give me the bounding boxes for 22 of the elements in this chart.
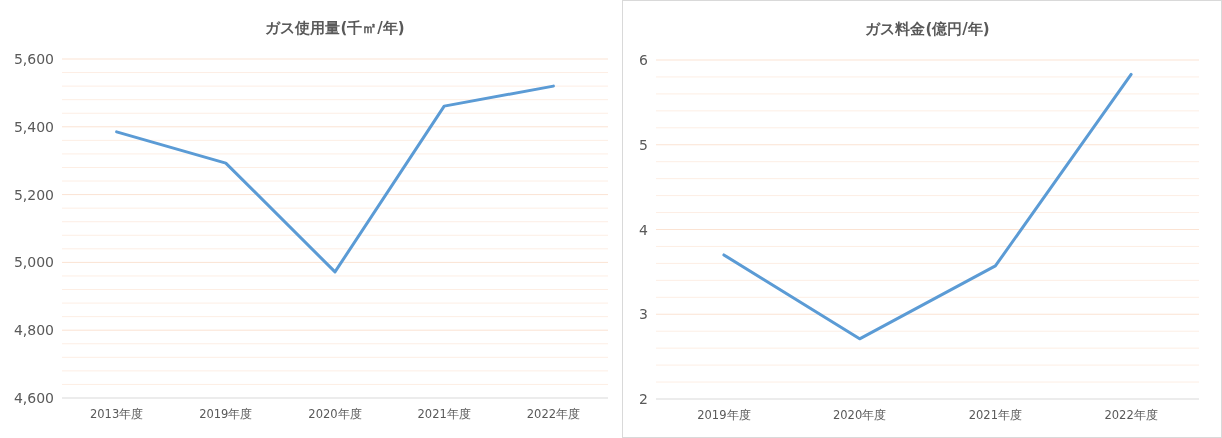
x-tick-label: 2013年度 (89, 407, 144, 421)
x-tick-label: 2019年度 (199, 407, 253, 421)
x-tick-label: 2020年度 (832, 408, 887, 422)
y-tick-label: 5,600 (13, 51, 54, 67)
y-tick-label: 5 (639, 136, 648, 153)
x-tick-label: 2022年度 (526, 407, 581, 421)
chart-title: ガス使用量(千㎡/年) (265, 19, 405, 37)
y-tick-label: 5,000 (13, 254, 54, 271)
y-tick-label: 4,800 (13, 322, 54, 339)
y-tick-label: 2 (639, 391, 648, 407)
x-tick-label: 2021年度 (417, 407, 471, 421)
x-tick-label: 2021年度 (968, 408, 1023, 422)
x-tick-label: 2022年度 (1104, 408, 1158, 422)
y-tick-label: 5,400 (13, 118, 54, 135)
y-tick-label: 5,200 (13, 186, 54, 203)
x-tick-label: 2019年度 (697, 408, 751, 422)
y-tick-label: 4 (639, 221, 649, 238)
x-tick-label: 2020年度 (308, 407, 362, 421)
y-tick-label: 6 (639, 52, 649, 68)
y-tick-label: 3 (639, 306, 648, 323)
y-tick-label: 4,600 (13, 390, 54, 406)
chart-title: ガス料金(億円/年) (865, 20, 990, 38)
